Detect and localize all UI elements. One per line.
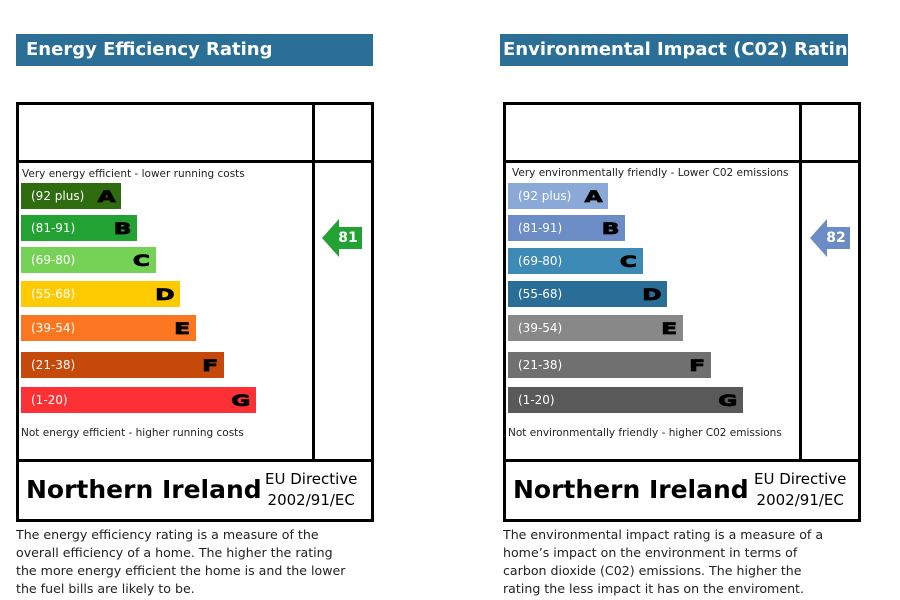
band-letter: E bbox=[661, 318, 678, 338]
band-a: (92 plus) A bbox=[21, 183, 121, 209]
band-range: (55-68) bbox=[518, 287, 563, 301]
description-line: overall efficiency of a home. The higher… bbox=[16, 545, 333, 560]
current-rating-arrow: 82 bbox=[810, 219, 850, 257]
header-divider bbox=[506, 160, 858, 163]
band-letter: G bbox=[231, 390, 251, 410]
band-b: (81-91) B bbox=[508, 215, 625, 241]
directive-line-2: 2002/91/EC bbox=[267, 491, 355, 509]
environmental-impact-title: Environmental Impact (C02) Rating bbox=[500, 34, 861, 66]
band-range: (81-91) bbox=[518, 221, 563, 235]
current-rating-value: 82 bbox=[826, 230, 846, 246]
band-letter: C bbox=[620, 251, 638, 271]
energy-efficiency-title: Energy Efficiency Rating bbox=[16, 34, 373, 66]
band-letter: F bbox=[202, 355, 219, 375]
footer-divider bbox=[506, 459, 858, 462]
band-range: (1-20) bbox=[518, 393, 555, 407]
band-range: (69-80) bbox=[31, 253, 76, 267]
description-line: rating the less impact it has on the env… bbox=[503, 581, 804, 596]
band-g: (1-20) G bbox=[21, 387, 256, 413]
band-c: (69-80) C bbox=[21, 247, 156, 273]
band-e: (39-54) E bbox=[508, 315, 683, 341]
current-rating-value: 81 bbox=[338, 230, 358, 246]
band-range: (92 plus) bbox=[31, 189, 85, 203]
band-range: (21-38) bbox=[31, 358, 76, 372]
eu-directive: EU Directive 2002/91/EC bbox=[754, 469, 846, 511]
top-caption: Very energy efficient - lower running co… bbox=[22, 168, 245, 180]
band-c: (69-80) C bbox=[508, 248, 643, 274]
band-range: (39-54) bbox=[518, 321, 563, 335]
band-b: (81-91) B bbox=[21, 215, 137, 241]
band-range: (69-80) bbox=[518, 254, 563, 268]
band-e: (39-54) E bbox=[21, 315, 196, 341]
eu-directive: EU Directive 2002/91/EC bbox=[265, 469, 357, 511]
band-letter: E bbox=[174, 318, 191, 338]
band-letter: B bbox=[113, 218, 132, 238]
directive-line-1: EU Directive bbox=[754, 470, 847, 488]
top-caption: Very environmentally friendly - Lower C0… bbox=[512, 167, 789, 179]
band-f: (21-38) F bbox=[21, 352, 224, 378]
band-letter: F bbox=[689, 355, 706, 375]
description-line: carbon dioxide (C02) emissions. The high… bbox=[503, 563, 802, 578]
band-a: (92 plus) A bbox=[508, 183, 608, 209]
header-divider bbox=[19, 160, 371, 163]
band-letter: D bbox=[154, 284, 175, 304]
band-letter: A bbox=[584, 186, 603, 206]
band-range: (92 plus) bbox=[518, 189, 572, 203]
bottom-caption: Not environmentally friendly - higher C0… bbox=[508, 427, 782, 439]
band-g: (1-20) G bbox=[508, 387, 743, 413]
band-f: (21-38) F bbox=[508, 352, 711, 378]
band-range: (1-20) bbox=[31, 393, 68, 407]
column-divider bbox=[312, 105, 315, 462]
band-range: (81-91) bbox=[31, 221, 76, 235]
region-name: Northern Ireland bbox=[513, 475, 749, 504]
band-letter: A bbox=[97, 186, 116, 206]
description-line: the more energy efficient the home is an… bbox=[16, 563, 346, 578]
footer-divider bbox=[19, 459, 371, 462]
directive-line-2: 2002/91/EC bbox=[756, 491, 844, 509]
region-name: Northern Ireland bbox=[26, 475, 262, 504]
description-line: the fuel bills are likely to be. bbox=[16, 581, 195, 596]
directive-line-1: EU Directive bbox=[265, 470, 358, 488]
band-range: (55-68) bbox=[31, 287, 76, 301]
band-letter: B bbox=[601, 218, 620, 238]
band-range: (39-54) bbox=[31, 321, 76, 335]
description-line: The environmental impact rating is a mea… bbox=[503, 527, 824, 542]
current-rating-arrow: 81 bbox=[322, 219, 362, 257]
band-range: (21-38) bbox=[518, 358, 563, 372]
environmental-impact-description: The environmental impact rating is a mea… bbox=[503, 526, 823, 598]
arrow-left-icon bbox=[322, 219, 362, 257]
band-d: (55-68) D bbox=[508, 281, 667, 307]
environmental-impact-chart: Very environmentally friendly - Lower C0… bbox=[503, 102, 861, 522]
column-divider bbox=[799, 105, 802, 462]
band-letter: D bbox=[641, 284, 662, 304]
energy-efficiency-description: The energy efficiency rating is a measur… bbox=[16, 526, 345, 598]
band-letter: C bbox=[133, 250, 151, 270]
description-line: The energy efficiency rating is a measur… bbox=[16, 527, 319, 542]
bottom-caption: Not energy efficient - higher running co… bbox=[21, 427, 244, 439]
description-line: home’s impact on the environment in term… bbox=[503, 545, 798, 560]
band-d: (55-68) D bbox=[21, 281, 180, 307]
energy-efficiency-chart: Very energy efficient - lower running co… bbox=[16, 102, 374, 522]
arrow-left-icon bbox=[810, 219, 850, 257]
band-letter: G bbox=[718, 390, 738, 410]
